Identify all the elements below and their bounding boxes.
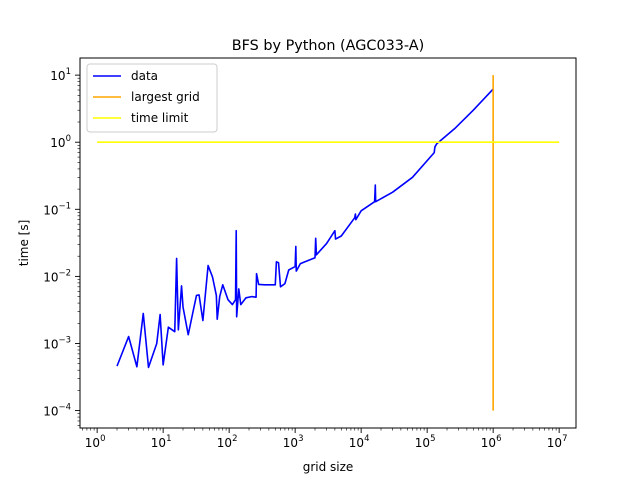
y-tick-label: 10−2 (43, 268, 71, 284)
y-tick-label: 100 (50, 134, 71, 150)
x-tick-label: 103 (283, 434, 304, 450)
y-tick-label: 10−3 (43, 335, 71, 351)
x-tick-label: 105 (415, 434, 436, 450)
legend-label: data (131, 69, 158, 83)
x-tick-label: 104 (349, 434, 370, 450)
legend-box (86, 63, 218, 133)
y-tick-label: 10−1 (43, 201, 71, 217)
x-tick-label: 101 (151, 434, 172, 450)
axes-frame (79, 57, 577, 429)
x-tick-label: 100 (85, 434, 106, 450)
series-layer (97, 75, 560, 411)
tick-layer: 100 101 102 103 104 105 106 107 10−4 10−3 10−2 10−1… (43, 67, 567, 450)
series-line-1 (116, 88, 494, 369)
legend: data largest grid time limit (86, 63, 218, 133)
legend-label: largest grid (131, 90, 200, 104)
x-axis-label: grid size (303, 460, 354, 474)
x-tick-label: 106 (481, 434, 502, 450)
legend-label: time limit (131, 111, 189, 125)
x-tick-label: 102 (217, 434, 238, 450)
y-axis-label: time [s] (17, 220, 31, 267)
x-tick-label: 107 (547, 434, 568, 450)
chart-title: BFS by Python (AGC033-A) (232, 38, 425, 54)
y-tick-label: 101 (50, 67, 71, 83)
y-tick-label: 10−4 (43, 403, 71, 419)
